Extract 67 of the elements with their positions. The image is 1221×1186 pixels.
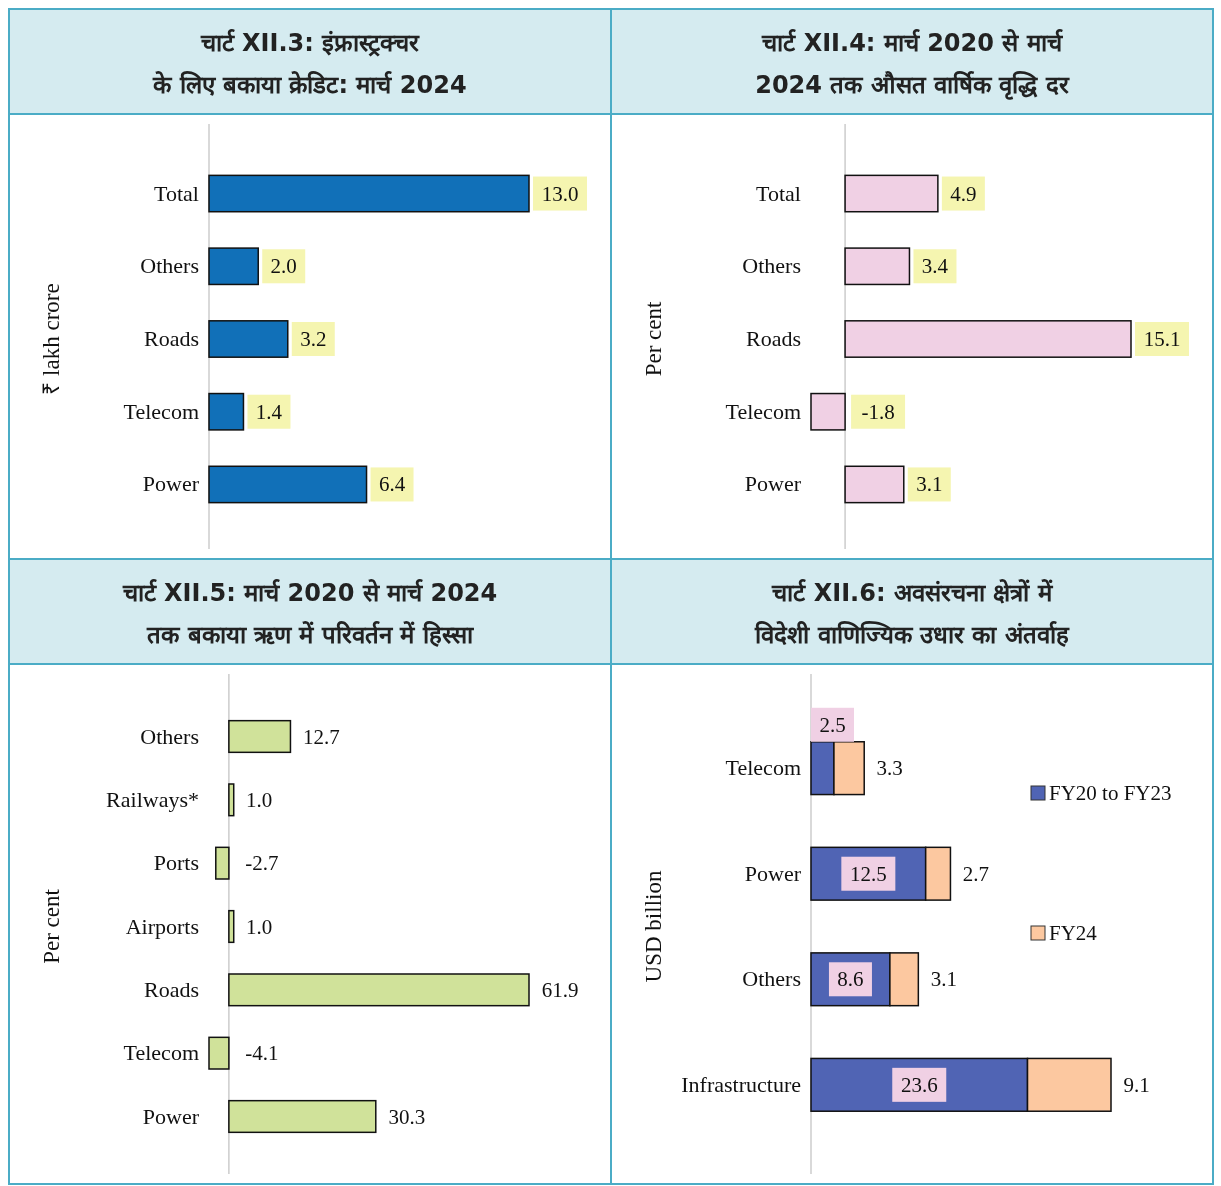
data-label: 12.5 xyxy=(849,861,887,886)
data-label: 9.1 xyxy=(1123,1072,1150,1097)
y-tick-label: Others xyxy=(140,723,199,749)
data-label: 13.0 xyxy=(541,181,579,206)
y-tick-label: Infrastructure xyxy=(681,1071,801,1097)
data-label: 4.9 xyxy=(950,181,977,206)
y-tick-label: Roads xyxy=(144,976,199,1002)
y-axis-title: Per cent xyxy=(39,888,64,964)
y-tick-label: Power xyxy=(142,1103,200,1129)
data-label: 23.6 xyxy=(900,1072,938,1097)
data-label: -1.8 xyxy=(861,399,895,424)
data-label: 30.3 xyxy=(388,1104,426,1129)
data-label: 3.1 xyxy=(930,967,957,992)
data-label: 1.0 xyxy=(246,914,273,939)
data-label: 3.2 xyxy=(300,327,327,351)
y-tick-label: Power xyxy=(744,471,802,497)
y-axis-title: Per cent xyxy=(641,301,666,377)
data-label: 8.6 xyxy=(837,967,864,992)
bar xyxy=(228,783,235,817)
y-axis-title: ₹ lakh crore xyxy=(39,283,64,395)
bar xyxy=(228,1099,377,1134)
bar xyxy=(228,909,235,944)
y-tick-label: Telecom xyxy=(725,755,801,781)
data-label: 3.1 xyxy=(916,472,943,497)
data-label: 2.5 xyxy=(819,712,846,737)
data-label: 2.0 xyxy=(270,254,297,279)
y-tick-label: Others xyxy=(140,253,199,279)
y-tick-label: Railways* xyxy=(106,786,199,812)
bar xyxy=(208,1036,230,1070)
data-label: 3.3 xyxy=(876,756,903,781)
bar xyxy=(228,719,292,754)
chart-title: चार्ट XII.4: मार्च 2020 से मार्च 2024 तक औसत वार्षिक वृद्धि दर xyxy=(755,29,1070,100)
bar xyxy=(208,174,530,213)
y-tick-label: Ports xyxy=(153,850,199,876)
y-axis-title: USD billion xyxy=(641,870,666,983)
y-tick-label: Total xyxy=(756,180,801,206)
y-tick-label: Roads xyxy=(746,326,801,351)
legend-label: FY20 to FY23 xyxy=(1049,781,1172,805)
y-tick-label: Airports xyxy=(125,913,199,939)
data-label: 12.7 xyxy=(303,724,340,749)
y-tick-label: Telecom xyxy=(123,1040,199,1066)
data-label: 15.1 xyxy=(1143,327,1181,351)
data-label: 1.4 xyxy=(255,399,283,424)
chart-title: चार्ट XII.3: इंफ्रास्ट्रक्चर के लिए बकाया क्रेडिट: मार्च 2024 xyxy=(152,29,467,99)
y-tick-label: Others xyxy=(742,966,801,992)
data-label: -2.7 xyxy=(245,851,279,876)
y-tick-label: Telecom xyxy=(123,398,199,424)
chart-title: चार्ट XII.5: मार्च 2020 से मार्च 2024 तक बकाया ऋण में परिवर्तन में हिस्सा xyxy=(121,579,498,649)
bar xyxy=(810,392,846,431)
y-tick-label: Others xyxy=(742,253,801,279)
data-label: -4.1 xyxy=(245,1041,279,1066)
bar xyxy=(215,846,230,880)
y-tick-label: Total xyxy=(154,180,199,206)
y-tick-label: Power xyxy=(142,471,200,497)
chart-title: चार्ट XII.6: अवसंरचना क्षेत्रों में विदेशी वाणिज्यिक उधार का अंतर्वाह xyxy=(754,579,1070,649)
bar xyxy=(208,247,259,286)
y-tick-label: Roads xyxy=(144,326,199,351)
y-tick-label: Power xyxy=(744,860,802,886)
data-label: 61.9 xyxy=(541,977,579,1002)
data-label: 3.4 xyxy=(921,254,949,279)
data-label: 1.0 xyxy=(246,787,273,812)
bar xyxy=(844,320,1132,358)
data-label: 6.4 xyxy=(378,472,406,497)
y-tick-label: Telecom xyxy=(725,398,801,424)
legend-label: FY24 xyxy=(1049,921,1098,945)
bar xyxy=(228,973,530,1007)
data-label: 2.7 xyxy=(962,861,990,886)
